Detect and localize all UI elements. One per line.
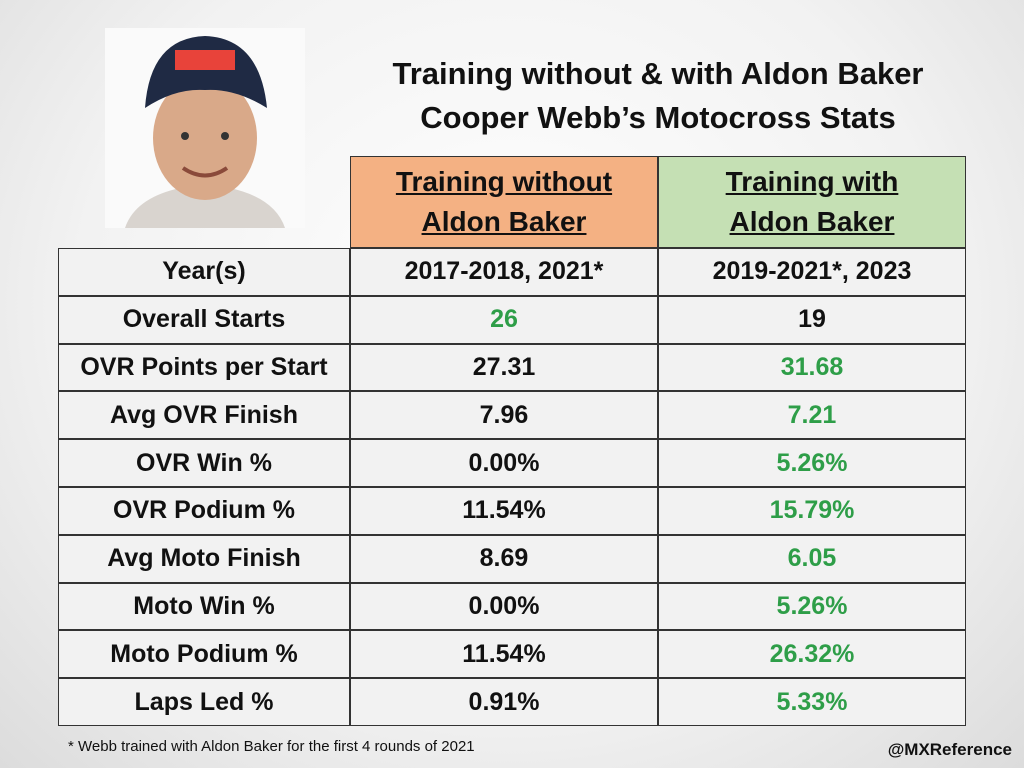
header-line: Training without [395, 166, 613, 197]
row-label: OVR Points per Start [58, 343, 350, 392]
header-line: Aldon Baker [729, 206, 895, 237]
row-label: Moto Podium % [58, 630, 350, 679]
value-cell: 0.00% [350, 439, 658, 487]
value-cell: 0.91% [350, 678, 658, 726]
value-cell: 2019-2021*, 2023 [658, 248, 966, 296]
value-cell: 7.21 [658, 391, 966, 440]
row-label: Avg Moto Finish [58, 534, 350, 583]
row-label: Overall Starts [58, 295, 350, 344]
row-label: Year(s) [58, 248, 350, 296]
value-cell: 26 [350, 295, 658, 344]
value-cell: 11.54% [350, 487, 658, 535]
value-cell: 7.96 [350, 391, 658, 440]
value-cell: 2017-2018, 2021* [350, 248, 658, 296]
value-cell: 27.31 [350, 343, 658, 392]
row-label: Laps Led % [58, 678, 350, 726]
title-line: Training without & with Aldon Baker [392, 56, 924, 91]
rider-photo [105, 28, 305, 228]
header-line: Aldon Baker [421, 206, 587, 237]
value-cell: 6.05 [658, 534, 966, 583]
value-cell: 19 [658, 295, 966, 344]
value-cell: 8.69 [350, 534, 658, 583]
column-header: Training with Aldon Baker [658, 156, 966, 248]
row-label: OVR Podium % [58, 487, 350, 535]
row-label: Avg OVR Finish [58, 391, 350, 440]
value-cell: 5.26% [658, 439, 966, 487]
value-cell: 15.79% [658, 487, 966, 535]
footnote: * Webb trained with Aldon Baker for the … [68, 738, 475, 755]
column-header: Training without Aldon Baker [350, 156, 658, 248]
value-cell: 5.26% [658, 582, 966, 631]
value-cell: 5.33% [658, 678, 966, 726]
row-label: OVR Win % [58, 439, 350, 487]
value-cell: 26.32% [658, 630, 966, 679]
header-line: Training with [725, 166, 899, 197]
row-label: Moto Win % [58, 582, 350, 631]
value-cell: 0.00% [350, 582, 658, 631]
value-cell: 31.68 [658, 343, 966, 392]
credit: @MXReference [887, 740, 1012, 759]
value-cell: 11.54% [350, 630, 658, 679]
title-line: Cooper Webb’s Motocross Stats [420, 100, 896, 135]
